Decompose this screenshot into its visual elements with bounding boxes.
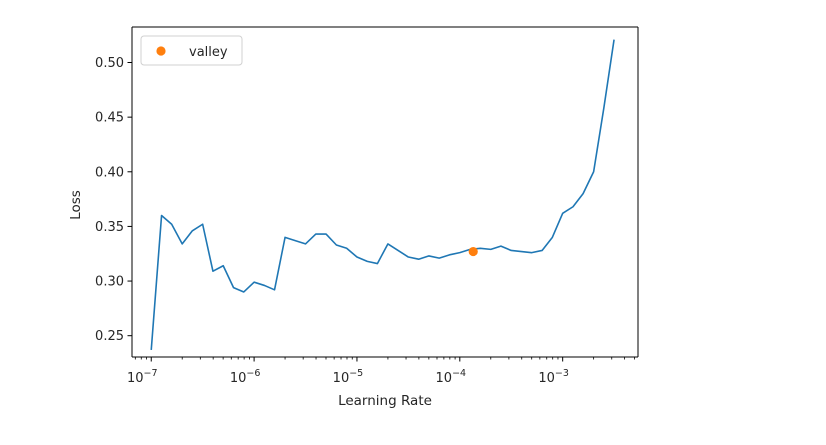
x-tick-exponent: −5 <box>349 368 363 379</box>
y-axis-label: Loss <box>68 190 84 220</box>
x-tick-base: 10 <box>436 371 453 386</box>
x-tick-label: 10−7 <box>127 368 158 386</box>
x-axis-label: Learning Rate <box>338 393 432 409</box>
axes-layer: 10−7 10−6 10−5 10−4 10−30.250.300.350.400.45… <box>95 26 639 386</box>
legend-valley-marker <box>156 46 166 56</box>
x-tick-label: 10−3 <box>538 368 569 386</box>
x-tick-exponent: −7 <box>144 368 158 379</box>
legend: valley <box>140 35 243 66</box>
y-tick-label: 0.35 <box>95 220 124 235</box>
x-tick-base: 10 <box>127 371 144 386</box>
legend-box <box>140 35 243 66</box>
x-tick-label: 10−4 <box>436 368 467 386</box>
x-tick-label: 10−6 <box>230 368 261 386</box>
valley-point-marker <box>468 246 478 257</box>
x-tick-base: 10 <box>333 371 350 386</box>
y-tick-label: 0.45 <box>95 111 124 126</box>
y-tick-label: 0.50 <box>95 56 124 71</box>
x-tick-exponent: −3 <box>555 368 569 379</box>
y-tick-label: 0.40 <box>95 165 124 180</box>
x-tick-label: 10−5 <box>333 368 364 386</box>
plot-layer <box>150 39 615 350</box>
y-tick-label: 0.30 <box>95 275 124 290</box>
loss-curve-line <box>150 39 615 350</box>
x-tick-exponent: −4 <box>452 368 466 379</box>
x-tick-base: 10 <box>538 371 555 386</box>
x-tick-base: 10 <box>230 371 247 386</box>
y-tick-label: 0.25 <box>95 329 124 344</box>
legend-valley-label: valley <box>189 45 228 60</box>
x-tick-exponent: −6 <box>246 368 260 379</box>
